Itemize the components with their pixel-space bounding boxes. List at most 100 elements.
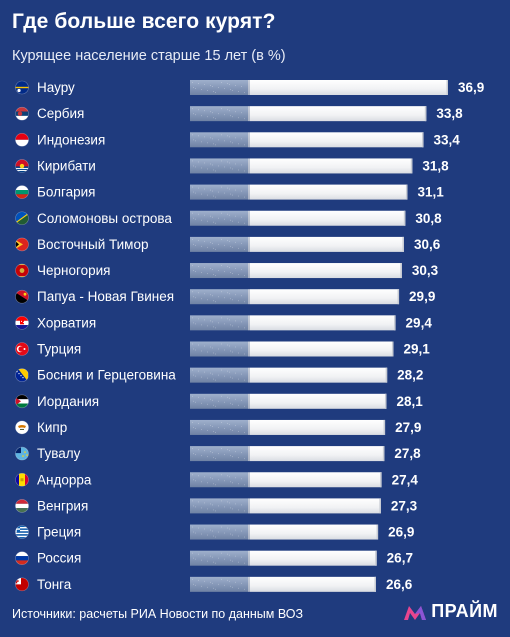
category-label: Индонезия (37, 132, 105, 147)
page-subtitle: Курящее население старше 15 лет (в %) (12, 48, 286, 64)
jordan-flag-icon (15, 394, 29, 409)
value-label: 33,8 (436, 106, 463, 121)
bar-row: Венгрия 27,3 (15, 498, 418, 514)
tuvalu-flag-icon (15, 446, 29, 461)
category-label: Черногория (37, 263, 110, 278)
cyprus-flag-icon (15, 420, 29, 435)
prime-logo: ПРАЙМ (403, 601, 498, 622)
bar (190, 576, 376, 592)
bar (190, 132, 424, 148)
category-label: Россия (37, 551, 81, 566)
bar (190, 498, 381, 514)
bar (190, 472, 382, 488)
montenegro-flag-icon (15, 263, 29, 278)
bar-row: Индонезия 33,4 (15, 132, 461, 148)
bar (190, 106, 427, 122)
kiribati-flag-icon (15, 159, 29, 173)
east-timor-flag-icon (15, 237, 29, 252)
bar-row: Иордания 28,1 (15, 393, 423, 409)
value-label: 28,2 (397, 368, 423, 383)
bar (190, 158, 413, 174)
bar-row: Греция 26,9 (15, 524, 414, 540)
value-label: 30,3 (412, 263, 439, 278)
bar-row: Хорватия 29,4 (15, 315, 433, 331)
bar (190, 263, 402, 279)
bar (190, 446, 385, 462)
prime-logo-icon (404, 605, 427, 620)
category-label: Иордания (37, 394, 99, 409)
value-label: 30,8 (415, 211, 442, 226)
value-label: 28,1 (396, 394, 423, 409)
value-label: 27,9 (395, 420, 421, 435)
bar-row: Науру 36,9 (15, 80, 484, 95)
category-label: Венгрия (37, 498, 88, 513)
category-label: Андорра (37, 472, 92, 487)
category-label: Тувалу (37, 446, 81, 461)
category-label: Кирибати (37, 158, 96, 173)
turkey-flag-icon (15, 342, 29, 356)
nauru-flag-icon (15, 80, 29, 95)
indonesia-flag-icon (15, 133, 29, 147)
bar (190, 367, 388, 383)
category-label: Босния и Герцеговина (37, 368, 176, 383)
bar (190, 210, 406, 226)
bar-row: Кипр 27,9 (15, 419, 421, 435)
croatia-flag-icon (15, 316, 29, 330)
value-label: 31,1 (417, 185, 444, 200)
tonga-flag-icon (15, 577, 29, 592)
value-label: 33,4 (434, 132, 461, 147)
category-label: Науру (37, 80, 75, 95)
greece-flag-icon (15, 525, 29, 539)
bar (190, 524, 379, 540)
bar (190, 341, 394, 357)
bar-row: Черногория 30,3 (15, 263, 439, 279)
bar-row: Болгария 31,1 (15, 184, 444, 200)
bosnia-flag-icon (15, 368, 29, 382)
bar (190, 315, 396, 331)
category-label: Восточный Тимор (37, 237, 148, 252)
category-label: Греция (37, 525, 81, 540)
bar-row: Папуа - Новая Гвинея 29,9 (15, 289, 435, 305)
bar (190, 184, 408, 200)
bar (190, 236, 404, 252)
bar-row: Россия 26,7 (15, 550, 413, 566)
serbia-flag-icon (15, 106, 29, 121)
bar-row: Сербия 33,8 (15, 106, 463, 122)
papua-new-guinea-flag-icon (15, 289, 29, 304)
category-label: Хорватия (37, 315, 96, 330)
bar (190, 80, 448, 95)
page-title: Где больше всего курят? (12, 10, 276, 33)
value-label: 29,9 (409, 289, 435, 304)
bar (190, 289, 400, 305)
bar (190, 419, 386, 435)
bar-row: Тувалу 27,8 (15, 446, 421, 462)
category-label: Сербия (37, 106, 84, 121)
value-label: 26,9 (388, 525, 414, 540)
prime-logo-text: ПРАЙМ (431, 601, 498, 621)
category-label: Болгария (37, 185, 95, 200)
solomon-islands-flag-icon (15, 211, 29, 226)
value-label: 29,4 (406, 315, 433, 330)
value-label: 27,3 (391, 498, 418, 513)
source-note: Источники: расчеты РИА Новости по данным… (12, 607, 304, 621)
bar-row: Андорра 27,4 (15, 472, 419, 488)
value-label: 27,8 (394, 446, 421, 461)
bar (190, 393, 387, 409)
bar (190, 550, 377, 566)
value-label: 36,9 (458, 80, 484, 95)
value-label: 31,8 (422, 158, 449, 173)
category-label: Кипр (37, 420, 67, 435)
value-label: 30,6 (414, 237, 441, 252)
bar-row: Босния и Герцеговина 28,2 (15, 367, 423, 383)
category-label: Турция (37, 342, 81, 357)
bar-row: Восточный Тимор 30,6 (15, 236, 441, 252)
bulgaria-flag-icon (15, 185, 29, 199)
bar-row: Кирибати 31,8 (15, 158, 449, 174)
value-label: 27,4 (392, 472, 419, 487)
bar-row: Тонга 26,6 (15, 576, 413, 592)
hungary-flag-icon (15, 499, 29, 513)
category-label: Соломоновы острова (37, 211, 172, 226)
category-label: Папуа - Новая Гвинея (37, 289, 174, 304)
bar-row: Турция 29,1 (15, 341, 430, 357)
